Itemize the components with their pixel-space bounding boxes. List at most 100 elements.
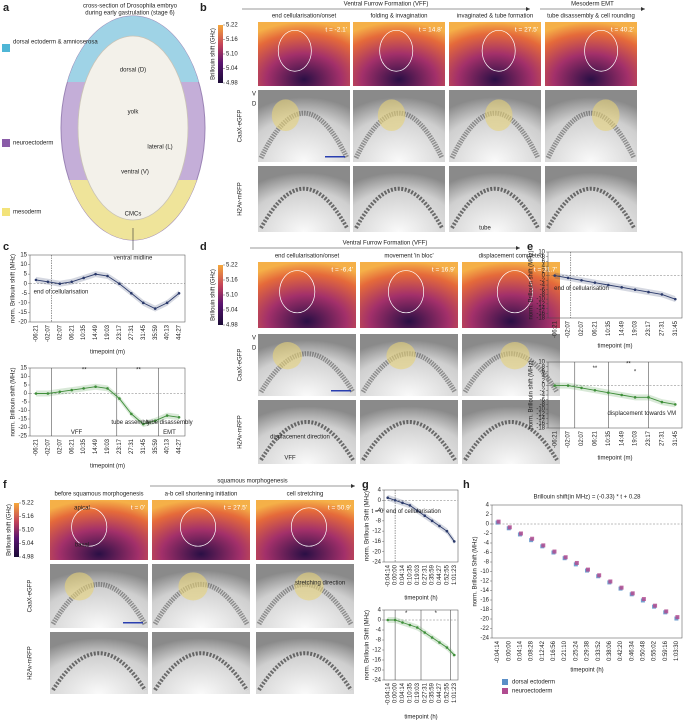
mesoderm-overlay — [386, 342, 416, 370]
roi-outline — [388, 270, 425, 314]
point — [423, 514, 427, 518]
point — [566, 276, 570, 280]
y-tick-label: 0 — [486, 522, 490, 528]
caax-image — [258, 90, 350, 162]
point — [106, 387, 109, 390]
y-tick-label: -14 — [480, 588, 489, 594]
arrow-head — [526, 7, 530, 11]
column-title: cell stretching — [287, 492, 324, 498]
time-label: t = 40.2' — [611, 27, 634, 34]
point — [553, 274, 556, 277]
point — [416, 626, 419, 629]
point — [620, 286, 623, 289]
annotation: displacement direction — [270, 435, 330, 441]
x-tick-label: 0:25:24 — [573, 640, 579, 661]
x-tick-label: -02:07 — [566, 430, 572, 448]
point — [496, 519, 501, 524]
point — [674, 297, 677, 301]
point — [177, 291, 181, 295]
point — [94, 272, 97, 276]
y-tick-label: -22 — [480, 626, 489, 632]
annotation: * — [405, 611, 408, 617]
y-tick-label: -16 — [536, 311, 545, 317]
point — [34, 392, 38, 395]
point — [566, 384, 570, 387]
x-tick-label: 10:35 — [606, 320, 612, 336]
row-label: CaaX-eGFP — [238, 349, 244, 382]
column-title: folding & invagination — [370, 14, 427, 20]
tissue-arc — [353, 110, 445, 160]
point — [633, 288, 637, 292]
x-tick-label: 0:59:16 — [663, 640, 669, 661]
chart-title: Brillouin shift(in MHz) = (-0.33) * t + … — [533, 495, 641, 501]
y-tick-label: -14 — [536, 306, 545, 312]
x-tick-label: 27:31 — [129, 324, 135, 340]
legend-swatch — [2, 208, 10, 216]
x-tick-label: 0:10:35 — [407, 682, 413, 703]
brillouin-image — [462, 262, 560, 328]
point — [580, 386, 583, 390]
point — [46, 280, 50, 284]
point — [660, 293, 664, 296]
x-tick-label: 0:42:20 — [618, 640, 624, 661]
h2av-image — [462, 400, 560, 464]
point — [633, 396, 637, 399]
y-tick-label: -15 — [18, 417, 27, 423]
point — [445, 529, 449, 533]
point — [660, 400, 664, 404]
x-tick-label: -06:21 — [552, 430, 558, 448]
phase-header: Ventral Furrow Formation (VFF) — [344, 2, 429, 8]
x-tick-label: 06:21 — [69, 324, 75, 340]
figure-title: during early gastrulation (stage 6) — [85, 11, 174, 17]
mesoderm-overlay — [500, 342, 530, 370]
point — [401, 501, 404, 505]
colorbar — [14, 503, 19, 557]
legend-label: dorsal ectoderm & amnioserosa — [13, 40, 98, 46]
brillouin-image — [152, 500, 250, 560]
y-tick-label: 0 — [24, 281, 28, 287]
y-tick-label: -12 — [536, 411, 545, 417]
x-tick-label: 02:07 — [57, 324, 63, 340]
colorbar-tick-label: 5.04 — [226, 308, 238, 314]
point — [641, 597, 646, 602]
x-tick-label: -06:21 — [34, 438, 40, 456]
column-title: before squamous morphogenesis — [54, 492, 143, 498]
y-tick-label: -4 — [376, 628, 382, 634]
x-tick-label: 0:50:48 — [640, 640, 646, 661]
annotation: ** — [82, 368, 87, 374]
x-tick-label: 0:04:14 — [400, 682, 406, 703]
y-tick-label: -12 — [536, 301, 545, 307]
y-tick-label: -20 — [372, 549, 381, 555]
x-tick-label: 0:52:55 — [444, 682, 450, 703]
annotation: stretching direction — [295, 581, 345, 587]
region-label: ventral midline — [114, 256, 153, 262]
band — [387, 617, 455, 658]
column-title: a-b cell shortening initiation — [165, 492, 238, 498]
x-tick-label: 10:35 — [81, 324, 87, 340]
x-axis-label: timepoint (m) — [90, 464, 125, 470]
y-tick-label: 4 — [378, 608, 382, 614]
row-label: H2Av-mRFP — [28, 646, 34, 680]
legend-label: dorsal ectoderm — [512, 680, 555, 686]
annotation: t = 0' end of cellularisation — [372, 509, 441, 515]
annotation: end of cellularisation — [34, 289, 89, 295]
colorbar-tick-label: 5.16 — [226, 278, 238, 284]
x-tick-label: 31:45 — [141, 438, 147, 454]
mesoderm-overlay — [272, 342, 303, 370]
x-tick-label: 23:17 — [646, 430, 652, 446]
point — [453, 653, 456, 657]
point — [597, 573, 602, 578]
point — [408, 504, 412, 507]
x-tick-label: 23:17 — [117, 438, 123, 454]
y-axis-label: norm. Brillouin shift (MHz) — [529, 360, 535, 429]
x-axis-label: timepoint (m) — [597, 456, 632, 462]
x-tick-label: 0:12:42 — [540, 640, 546, 661]
y-tick-label: -4 — [540, 283, 546, 289]
x-tick-label: 27:31 — [659, 430, 665, 446]
y-tick-label: -8 — [376, 518, 382, 524]
point — [530, 536, 535, 541]
column-title: end cellularisation/onset — [272, 14, 337, 20]
time-label: t = 0' — [131, 505, 145, 512]
point — [593, 281, 597, 284]
